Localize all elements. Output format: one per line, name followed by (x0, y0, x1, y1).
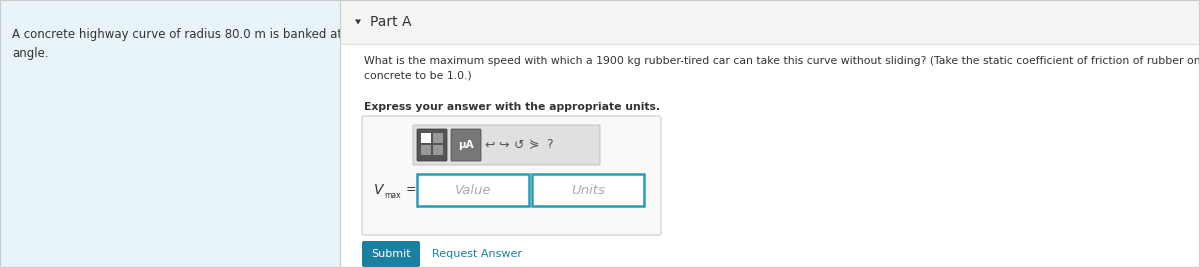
Text: =: = (406, 184, 416, 196)
Text: μA: μA (458, 140, 474, 150)
Text: max: max (384, 191, 401, 199)
FancyBboxPatch shape (340, 0, 1200, 44)
Text: Value: Value (455, 184, 491, 196)
Text: Units: Units (571, 184, 605, 196)
Text: A concrete highway curve of radius 80.0 m is banked at a 13.0 °
angle.: A concrete highway curve of radius 80.0 … (12, 28, 392, 60)
FancyBboxPatch shape (451, 129, 481, 161)
Text: What is the maximum speed with which a 1900 kg rubber-tired car can take this cu: What is the maximum speed with which a 1… (364, 56, 1200, 80)
Text: ↺: ↺ (514, 139, 524, 151)
Text: V: V (374, 183, 384, 197)
Text: ⋟: ⋟ (529, 139, 539, 151)
Bar (433, 145, 443, 155)
Text: ↪: ↪ (499, 139, 509, 151)
Bar (421, 145, 431, 155)
FancyBboxPatch shape (532, 174, 644, 206)
FancyBboxPatch shape (362, 116, 661, 235)
Text: Part A: Part A (370, 15, 412, 29)
Text: ?: ? (546, 139, 552, 151)
FancyBboxPatch shape (418, 129, 446, 161)
Text: Submit: Submit (371, 249, 410, 259)
Text: Request Answer: Request Answer (432, 249, 522, 259)
FancyBboxPatch shape (413, 125, 600, 165)
FancyBboxPatch shape (418, 174, 529, 206)
Text: ↩: ↩ (485, 139, 496, 151)
Text: Express your answer with the appropriate units.: Express your answer with the appropriate… (364, 102, 660, 112)
FancyBboxPatch shape (362, 241, 420, 267)
Polygon shape (355, 20, 361, 24)
FancyBboxPatch shape (0, 0, 340, 268)
Bar (421, 133, 431, 143)
Bar (433, 133, 443, 143)
